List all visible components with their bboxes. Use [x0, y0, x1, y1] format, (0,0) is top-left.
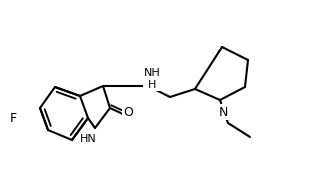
- Text: F: F: [9, 111, 17, 124]
- Text: N: N: [218, 106, 228, 118]
- Text: O: O: [123, 106, 133, 118]
- Text: HN: HN: [80, 134, 96, 144]
- Text: NH
H: NH H: [144, 68, 160, 90]
